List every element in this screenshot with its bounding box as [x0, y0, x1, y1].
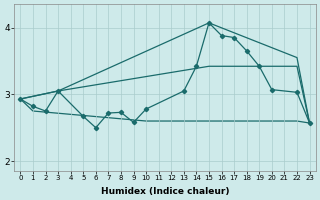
X-axis label: Humidex (Indice chaleur): Humidex (Indice chaleur) [101, 187, 229, 196]
